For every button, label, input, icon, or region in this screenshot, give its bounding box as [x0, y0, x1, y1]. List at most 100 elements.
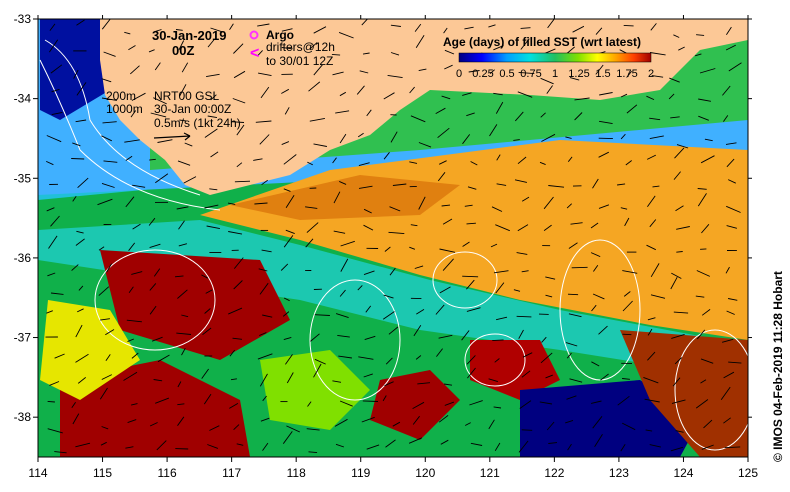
current-arrow: [77, 377, 86, 384]
current-arrow: [410, 224, 418, 227]
current-arrow: [567, 156, 573, 162]
current-arrow: [174, 275, 184, 278]
current-arrow: [409, 161, 418, 164]
current-arrow: [176, 332, 192, 335]
current-arrow: [155, 397, 170, 404]
current-arrow: [98, 246, 105, 251]
current-arrow: [389, 267, 396, 276]
current-arrow: [210, 151, 219, 158]
current-arrow: [205, 289, 213, 294]
current-arrow: [466, 112, 475, 117]
current-arrow: [464, 26, 474, 30]
current-arrow: [72, 142, 81, 147]
current-arrow: [414, 265, 424, 269]
current-arrow: [695, 399, 709, 409]
current-arrow: [177, 289, 188, 299]
current-arrow: [49, 23, 56, 31]
argo-label: Argo: [266, 28, 294, 42]
current-arrow: [514, 179, 527, 183]
current-arrow: [48, 235, 58, 249]
current-arrow: [566, 352, 572, 359]
current-arrow: [545, 374, 553, 379]
current-arrow: [130, 65, 140, 75]
current-arrow: [462, 92, 472, 96]
current-arrow: [674, 147, 685, 159]
current-arrow: [49, 381, 60, 386]
current-arrow: [203, 393, 212, 405]
current-arrow: [626, 104, 638, 114]
current-arrow: [439, 286, 451, 294]
current-arrow: [466, 279, 475, 290]
map-time: 00Z: [172, 43, 194, 58]
current-arrow: [363, 208, 372, 214]
current-arrow: [285, 229, 295, 235]
current-arrow: [703, 419, 713, 429]
current-arrow: [132, 184, 146, 188]
current-arrow: [178, 220, 185, 230]
current-arrow: [47, 428, 63, 434]
current-arrow: [177, 381, 182, 388]
y-tick-label: -35: [14, 171, 32, 185]
x-tick-label: 114: [28, 466, 47, 480]
current-arrow: [726, 205, 741, 213]
current-arrow: [517, 91, 533, 98]
current-arrow: [259, 373, 268, 387]
current-arrow: [153, 268, 161, 277]
current-arrow: [444, 401, 455, 406]
current-arrow: [540, 352, 553, 364]
current-arrow: [444, 49, 455, 55]
current-arrow: [262, 395, 267, 402]
current-arrow: [51, 88, 60, 93]
current-arrow: [435, 107, 446, 114]
current-arrow: [725, 266, 730, 274]
current-arrow: [517, 224, 529, 232]
colorbar-tick-label: 0.25: [472, 68, 493, 80]
current-arrow: [210, 27, 223, 33]
current-arrow: [622, 270, 638, 274]
current-arrow: [282, 431, 293, 444]
current-arrow: [545, 276, 556, 280]
current-arrow: [462, 241, 470, 247]
current-arrow: [567, 443, 572, 451]
current-arrow: [621, 422, 636, 431]
current-arrow: [358, 185, 373, 189]
current-arrow: [156, 440, 167, 451]
colorbar-tick-label: 2: [648, 68, 654, 80]
current-arrow: [154, 62, 161, 71]
current-arrow: [281, 47, 293, 50]
current-arrow: [308, 81, 321, 92]
current-arrow: [697, 188, 707, 190]
current-arrow: [518, 329, 524, 339]
current-arrow: [131, 271, 143, 275]
x-tick-label: 118: [287, 466, 306, 480]
current-arrow: [625, 160, 632, 166]
current-arrow: [543, 224, 552, 231]
current-arrow: [308, 451, 318, 454]
current-arrow: [100, 441, 107, 446]
current-arrow: [334, 418, 348, 427]
current-arrow: [305, 206, 318, 209]
current-arrow: [364, 335, 376, 341]
current-arrow: [617, 395, 630, 406]
current-arrow: [649, 444, 661, 448]
y-tick-label: -34: [14, 92, 32, 106]
current-arrow: [592, 416, 603, 429]
current-arrow: [178, 243, 188, 247]
current-arrow: [258, 268, 268, 272]
current-arrow: [305, 238, 314, 248]
current-arrow: [236, 124, 245, 136]
current-arrow: [438, 334, 453, 339]
current-arrow: [46, 160, 54, 166]
current-arrow: [332, 71, 344, 76]
current-arrow: [726, 310, 735, 315]
current-arrow: [646, 95, 655, 101]
current-arrow: [259, 134, 270, 145]
current-arrow: [514, 111, 524, 122]
colorbar-tick-label: 0.5: [499, 68, 514, 80]
current-arrow: [178, 40, 185, 51]
currents-source: NRT00 GSL: [154, 89, 219, 103]
current-arrow: [624, 217, 630, 227]
current-arrow: [701, 444, 714, 450]
current-arrow: [382, 395, 387, 402]
current-arrow: [177, 403, 185, 406]
